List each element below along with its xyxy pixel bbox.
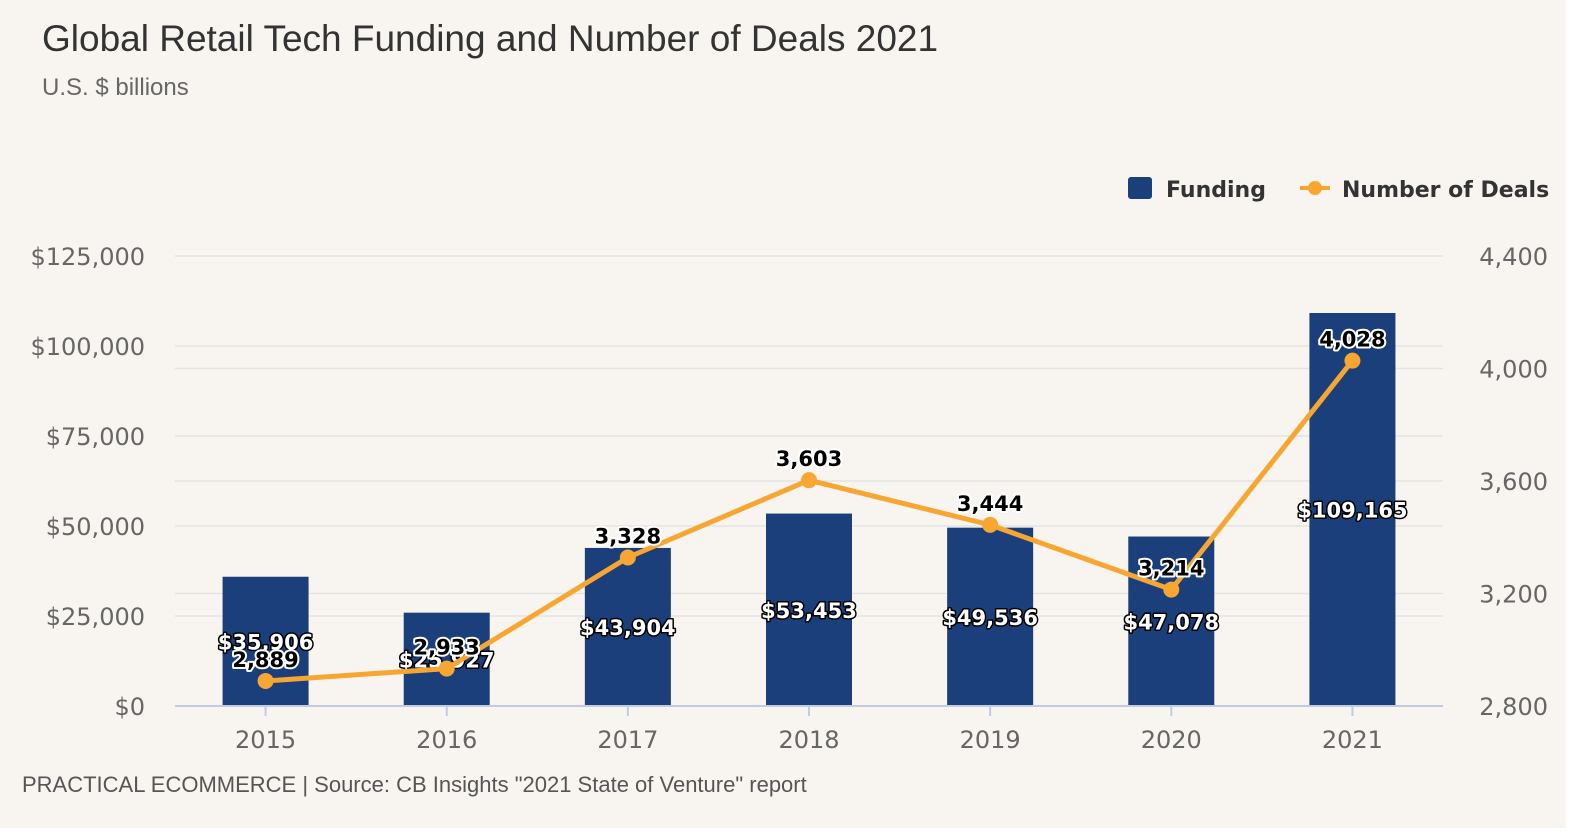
legend-funding-label: Funding [1166, 178, 1266, 203]
deals-data-label: 3,603 [776, 447, 842, 471]
source-footer: PRACTICAL ECOMMERCE | Source: CB Insight… [22, 772, 807, 797]
legend-item-deals[interactable]: Number of Deals [1300, 178, 1549, 203]
funding-bars [222, 313, 1396, 706]
deals-point [257, 672, 274, 689]
right-tick-label: 2,800 [1479, 693, 1548, 721]
funding-data-label: $109,165 [1297, 499, 1407, 523]
x-tick-label: 2018 [778, 726, 839, 754]
chart-title: Global Retail Tech Funding and Number of… [42, 18, 939, 59]
chart-plot: $0$25,000$50,000$75,000$100,000$125,000 … [30, 177, 1549, 754]
left-tick-label: $100,000 [30, 333, 145, 361]
right-tick-label: 4,000 [1479, 356, 1548, 384]
funding-data-label: $49,536 [942, 606, 1038, 630]
funding-bar [403, 612, 490, 706]
funding-labels: $35,906$25,927$43,904$53,453 $49,536 $47,0… [216, 497, 1409, 674]
deals-data-label: 3,328 [595, 525, 661, 549]
funding-bar [766, 513, 852, 706]
x-tick-label: 2019 [960, 726, 1021, 754]
funding-data-label: $53,453 [761, 599, 857, 623]
funding-data-label: $43,904 [580, 616, 676, 640]
legend-item-funding[interactable]: Funding [1128, 177, 1266, 203]
deals-labels: 2,889 2,933 3,328 3,603 3,444 3,214 4,028 [230, 326, 1387, 674]
deals-data-label: 2,933 [413, 636, 479, 660]
funding-bar [1128, 536, 1215, 706]
x-tick-label: 2017 [597, 726, 658, 754]
right-tick-label: 4,400 [1479, 243, 1548, 271]
right-tick-label: 3,200 [1479, 581, 1548, 609]
legend-deals-label: Number of Deals [1342, 178, 1549, 203]
deals-point [619, 549, 636, 566]
deals-data-label: 2,889 [232, 648, 298, 672]
chart-subtitle: U.S. $ billions [42, 74, 189, 101]
deals-point [438, 660, 455, 677]
legend-deals-swatch-dot [1308, 181, 1322, 195]
deals-data-label: 4,028 [1319, 328, 1385, 352]
x-tick-label: 2020 [1141, 726, 1202, 754]
left-tick-label: $50,000 [46, 513, 145, 541]
right-tick-label: 3,600 [1479, 468, 1548, 496]
x-axis: 2015 2016 2017 2018 2019 2020 2021 [175, 705, 1443, 754]
left-tick-label: $75,000 [46, 423, 145, 451]
chart-card: Global Retail Tech Funding and Number of… [0, 0, 1566, 828]
deals-point [1163, 581, 1180, 598]
left-tick-label: $25,000 [46, 603, 145, 631]
left-tick-label: $125,000 [30, 243, 145, 271]
funding-data-label: $35,906 [218, 630, 314, 654]
legend-funding-swatch [1128, 177, 1152, 199]
funding-bar [947, 527, 1034, 706]
x-tick-label: 2016 [416, 726, 477, 754]
deals-line [257, 352, 1361, 689]
x-tick-label: 2015 [235, 726, 296, 754]
funding-bar [1309, 313, 1396, 706]
right-axis: 2,800 3,200 3,600 4,000 4,400 [1479, 243, 1548, 721]
deals-data-label: 3,214 [1138, 557, 1204, 581]
deals-point [1344, 352, 1361, 369]
x-tick-label: 2021 [1322, 726, 1383, 754]
deals-point [982, 516, 999, 533]
legend[interactable]: Funding Number of Deals [1128, 177, 1549, 203]
left-tick-label: $0 [114, 693, 145, 721]
funding-data-label: $47,078 [1123, 610, 1219, 634]
left-axis: $0 $25,000 $50,000 $75,000 $100,000 $125,000 [30, 243, 145, 721]
deals-point [801, 472, 817, 489]
deals-data-label: 3,444 [957, 492, 1023, 516]
